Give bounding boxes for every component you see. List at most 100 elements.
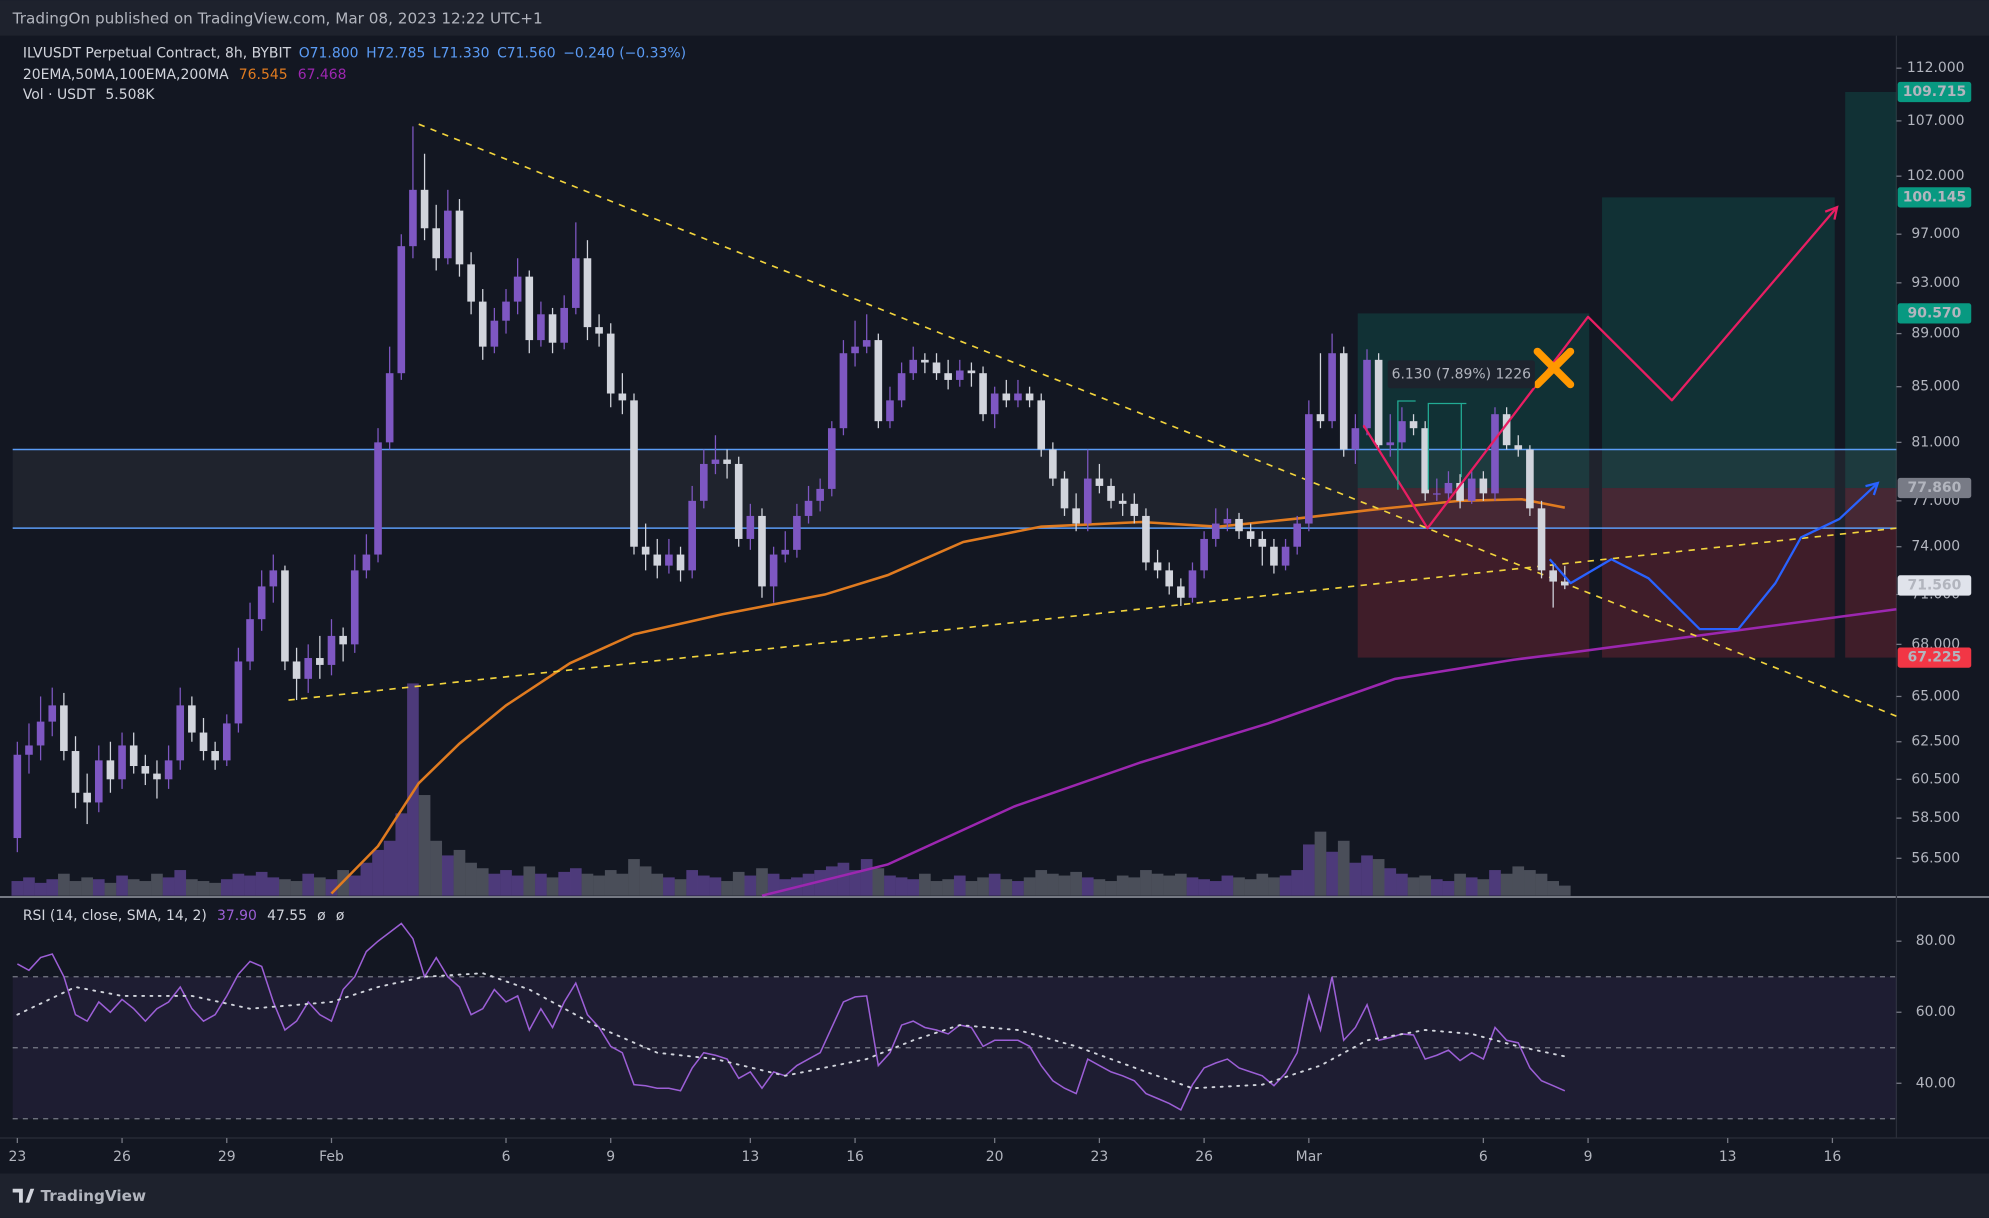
volume-name: Vol · USDT bbox=[23, 87, 96, 103]
volume-bar bbox=[407, 683, 419, 896]
candle-body bbox=[362, 554, 371, 571]
volume-bar bbox=[325, 879, 338, 896]
y-tick-label: 60.00 bbox=[1916, 1004, 1956, 1020]
volume-bar bbox=[1547, 881, 1560, 896]
candle-body bbox=[141, 766, 150, 774]
candle-body bbox=[1328, 353, 1336, 422]
legend-line: ILVUSDT Perpetual Contract, 8h, BYBIT O71… bbox=[23, 45, 686, 61]
volume-bar bbox=[849, 870, 861, 896]
candle-body bbox=[1409, 421, 1418, 429]
volume-bar bbox=[1535, 873, 1548, 896]
header-bar bbox=[0, 0, 1989, 36]
candle-body bbox=[944, 373, 952, 380]
volume-bar bbox=[488, 873, 501, 896]
logo-mark bbox=[12, 1188, 35, 1203]
candle-body bbox=[548, 314, 557, 343]
candle-body bbox=[1072, 508, 1080, 524]
volume-bar bbox=[965, 881, 978, 896]
candle-body bbox=[688, 500, 696, 571]
candle-body bbox=[246, 619, 254, 662]
data-layer: 112.000 107.000 102.000 97.000 93.000 89.000 8… bbox=[8, 60, 1972, 1165]
volume-bar bbox=[174, 870, 187, 896]
volume-bar bbox=[628, 859, 640, 896]
price-label-box bbox=[1897, 647, 1972, 668]
volume-bar bbox=[569, 868, 582, 896]
level-band bbox=[12, 449, 1897, 529]
candle-body bbox=[36, 721, 45, 746]
volume-bar bbox=[593, 875, 605, 896]
volume-bar bbox=[895, 877, 908, 896]
candle-body bbox=[734, 463, 743, 539]
volume-bar bbox=[395, 813, 408, 896]
y-tick-label: 85.000 bbox=[1911, 379, 1960, 395]
volume-bar bbox=[1023, 877, 1036, 896]
y-tick-label: 102.000 bbox=[1907, 168, 1965, 184]
candle-body bbox=[188, 705, 196, 733]
volume-bar bbox=[977, 877, 989, 896]
candle-body bbox=[862, 340, 871, 347]
volume-bar bbox=[1419, 875, 1432, 896]
volume-bar bbox=[1291, 870, 1304, 896]
volume-bar bbox=[721, 881, 733, 896]
price-label-box bbox=[1897, 81, 1972, 103]
candle-body bbox=[618, 393, 627, 401]
volume-bar bbox=[860, 859, 873, 896]
projection-path bbox=[1362, 206, 1838, 530]
price-label: 100.145 bbox=[1903, 189, 1966, 205]
volume-bar bbox=[663, 877, 675, 896]
header-text: TradingOn published on TradingView.com, … bbox=[12, 10, 543, 28]
candle-body bbox=[1537, 508, 1546, 571]
volume-bar bbox=[1256, 873, 1269, 896]
candle-body bbox=[583, 258, 592, 328]
candle-body bbox=[1281, 546, 1290, 566]
volume-bar bbox=[1151, 873, 1164, 896]
x-tick-label: Mar bbox=[1296, 1149, 1323, 1165]
candle-body bbox=[886, 400, 894, 422]
footer-bar bbox=[0, 1173, 1989, 1218]
volume-bar bbox=[1349, 862, 1362, 896]
candle-body bbox=[1374, 359, 1383, 446]
volume-bar bbox=[1163, 875, 1176, 896]
sma-value: 47.55 bbox=[267, 908, 307, 924]
volume-bar bbox=[697, 875, 710, 896]
volume-bar bbox=[674, 879, 687, 896]
candle-body bbox=[444, 210, 452, 259]
x-tick-label: 6 bbox=[1479, 1149, 1488, 1165]
arrow-head bbox=[1865, 481, 1880, 496]
candle-body bbox=[234, 661, 243, 724]
volume-bar bbox=[1361, 855, 1373, 896]
candle-body bbox=[385, 373, 394, 443]
volume-bar bbox=[209, 882, 221, 896]
y-tick-label: 89.000 bbox=[1911, 326, 1960, 342]
candle-body bbox=[874, 340, 883, 422]
candle-body bbox=[1560, 581, 1569, 586]
volume-bar bbox=[500, 870, 512, 896]
volume-legend: Vol · USDT 5.508K bbox=[23, 87, 155, 103]
price-label: 109.715 bbox=[1903, 84, 1966, 100]
volume-bar bbox=[988, 873, 1001, 896]
candle-body bbox=[1386, 442, 1395, 446]
x-tick-label: 16 bbox=[846, 1149, 864, 1165]
candle-body bbox=[758, 515, 766, 587]
volume-bar bbox=[1524, 870, 1536, 896]
candle-body bbox=[1200, 538, 1208, 571]
candle-body bbox=[1398, 421, 1406, 443]
candle-body bbox=[71, 751, 80, 793]
candle-body bbox=[1246, 531, 1255, 539]
background-layer bbox=[0, 35, 1989, 1139]
candle-body bbox=[1002, 393, 1011, 401]
candle-body bbox=[641, 546, 650, 555]
candle-body bbox=[781, 549, 790, 555]
volume-bar bbox=[1140, 870, 1152, 896]
rsi-name: RSI (14, close, SMA, 14, 2) bbox=[23, 908, 207, 924]
y-tick-label: 40.00 bbox=[1916, 1075, 1956, 1091]
candle-body bbox=[1153, 562, 1162, 571]
volume-bar bbox=[1081, 877, 1094, 896]
arrow-head bbox=[1824, 205, 1839, 220]
volume-bar bbox=[1000, 879, 1013, 896]
rsi-value: 37.90 bbox=[217, 908, 257, 924]
volume-bar bbox=[430, 840, 443, 896]
change: −0.240 (−0.33%) bbox=[563, 45, 686, 61]
